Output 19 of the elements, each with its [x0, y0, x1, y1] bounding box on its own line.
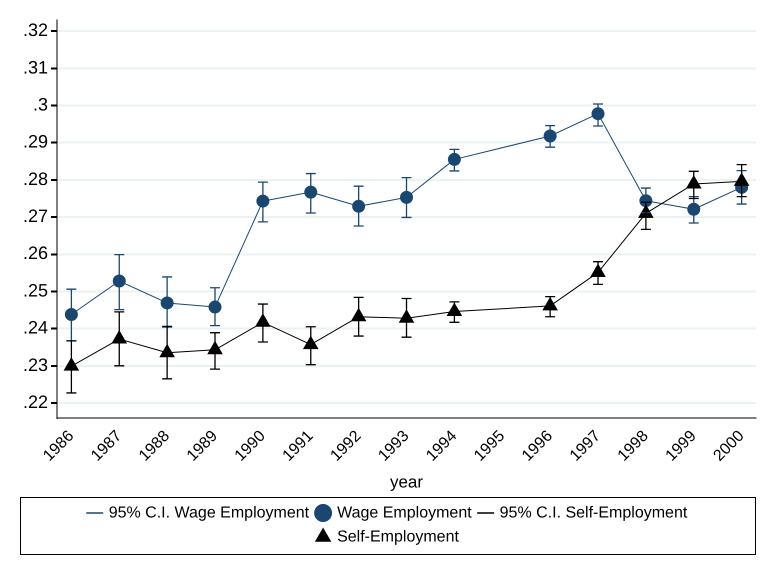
y-tick-label: .28 — [22, 168, 48, 189]
y-tick-label: .27 — [22, 206, 48, 226]
x-axis-title: year — [390, 472, 424, 492]
y-tick-label: .22 — [22, 392, 48, 412]
y-tick-label: .32 — [22, 20, 48, 40]
text: 95% C.I. Wage Employment — [108, 504, 310, 522]
point — [400, 190, 414, 204]
y-tick-label: .23 — [22, 354, 48, 375]
y-tick-label: .29 — [22, 132, 48, 152]
legend-label: Wage Employment — [337, 504, 472, 522]
y-tick-label: .3 — [33, 94, 48, 114]
y-tick-label: .25 — [22, 280, 48, 300]
text: 95% C.I. Self-Employment — [500, 504, 688, 522]
point — [592, 107, 605, 120]
point — [208, 341, 222, 354]
y-tick-label: .24 — [22, 318, 48, 338]
y-tick-label: .31 — [22, 57, 48, 78]
y-tick-label: .26 — [22, 243, 48, 264]
legend-label: Self-Employment — [337, 528, 460, 546]
